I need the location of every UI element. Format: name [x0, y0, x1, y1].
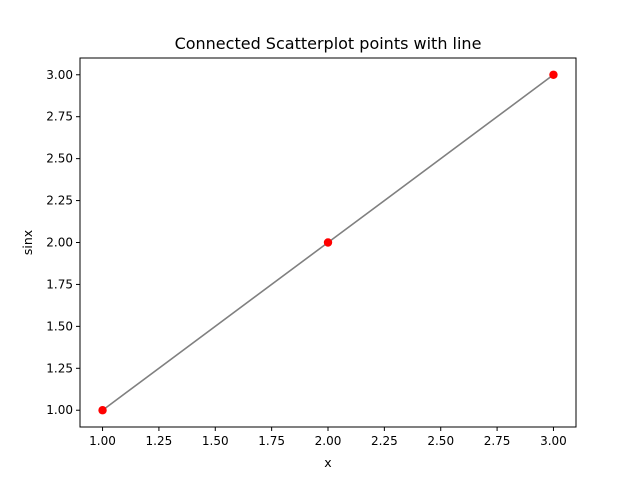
chart-title: Connected Scatterplot points with line	[175, 34, 482, 53]
y-tick-label: 2.50	[46, 152, 73, 166]
data-point	[98, 406, 107, 415]
y-tick-label: 1.00	[46, 403, 73, 417]
data-point	[323, 238, 333, 247]
x-tick-label: 1.25	[146, 434, 173, 448]
y-tick-label: 1.25	[46, 361, 73, 375]
data-point	[549, 70, 558, 79]
x-tick-label: 2.25	[371, 434, 398, 448]
y-tick-label: 1.75	[46, 277, 73, 291]
x-tick-label: 1.75	[258, 434, 285, 448]
y-tick-label: 2.25	[46, 194, 73, 208]
x-tick-label: 3.00	[540, 434, 567, 448]
x-tick-label: 1.00	[89, 434, 116, 448]
x-tick-label: 2.00	[315, 434, 342, 448]
y-tick-label: 2.00	[46, 236, 73, 250]
x-tick-label: 2.50	[427, 434, 454, 448]
plot-area	[98, 70, 558, 415]
y-axis: 1.00 1.25 1.50 1.75 2.00 2.25 2.50 2.75 3.00	[46, 68, 80, 417]
y-tick-label: 2.75	[46, 110, 73, 124]
x-tick-label: 2.75	[484, 434, 511, 448]
y-tick-label: 3.00	[46, 68, 73, 82]
x-axis: 1.00 1.25 1.50 1.75 2.00 2.25 2.50 2.75 3.00	[89, 427, 567, 448]
y-axis-label: sinx	[20, 230, 35, 255]
x-axis-label: x	[324, 455, 331, 470]
x-tick-label: 1.50	[202, 434, 229, 448]
y-tick-label: 1.50	[46, 319, 73, 333]
